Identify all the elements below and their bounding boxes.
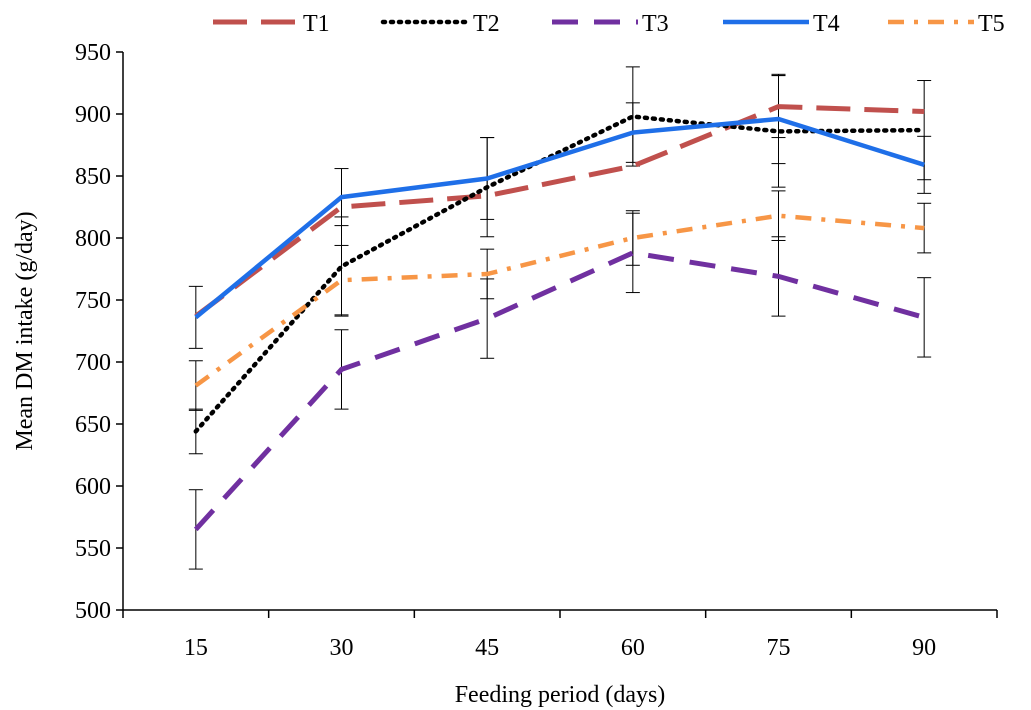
legend-item-t2: T2 <box>380 11 500 37</box>
legend-label: T3 <box>642 11 669 37</box>
y-tick-label: 650 <box>75 412 111 438</box>
y-axis-label: Mean DM intake (g/day) <box>12 211 38 450</box>
y-tick-label: 500 <box>75 598 111 624</box>
y-tick-label: 800 <box>75 226 111 252</box>
x-tick-label: 30 <box>330 635 354 661</box>
series-line-t3 <box>193 250 925 532</box>
legend-label: T5 <box>978 11 1005 37</box>
legend-item-t4: T4 <box>723 11 840 37</box>
x-tick-label: 90 <box>912 635 936 661</box>
axes <box>122 52 997 611</box>
legend: T1 T2 T3 T4 T5 <box>213 11 1005 37</box>
legend-label: T4 <box>813 11 840 37</box>
series-lines <box>193 104 927 532</box>
ticks: 500 550 600 650 700 750 800 850 900 950 15 30 45 60 75… <box>75 40 998 661</box>
x-tick-label: 15 <box>184 635 208 661</box>
series-line-t1 <box>194 104 925 319</box>
legend-label: T2 <box>473 11 500 37</box>
y-tick-label: 550 <box>75 536 111 562</box>
error-bars <box>188 66 932 570</box>
x-tick-label: 45 <box>475 635 499 661</box>
series-line-t2 <box>193 114 927 434</box>
x-tick-label: 75 <box>767 635 791 661</box>
legend-item-t1: T1 <box>213 11 330 37</box>
series-line-t5 <box>194 213 925 388</box>
y-tick-label: 600 <box>75 474 111 500</box>
y-tick-label: 700 <box>75 350 111 376</box>
legend-label: T1 <box>303 11 330 37</box>
error-bar <box>625 210 640 266</box>
error-bar <box>334 244 349 316</box>
legend-item-t5: T5 <box>888 11 1005 37</box>
y-tick-label: 900 <box>75 102 111 128</box>
error-bar <box>771 190 786 241</box>
series-line-t4 <box>194 116 925 320</box>
y-tick-label: 950 <box>75 40 111 66</box>
legend-item-t3: T3 <box>552 11 669 37</box>
y-tick-label: 850 <box>75 164 111 190</box>
x-tick-label: 60 <box>621 635 645 661</box>
y-tick-label: 750 <box>75 288 111 314</box>
error-bar <box>917 277 932 358</box>
x-axis-label: Feeding period (days) <box>455 682 666 708</box>
